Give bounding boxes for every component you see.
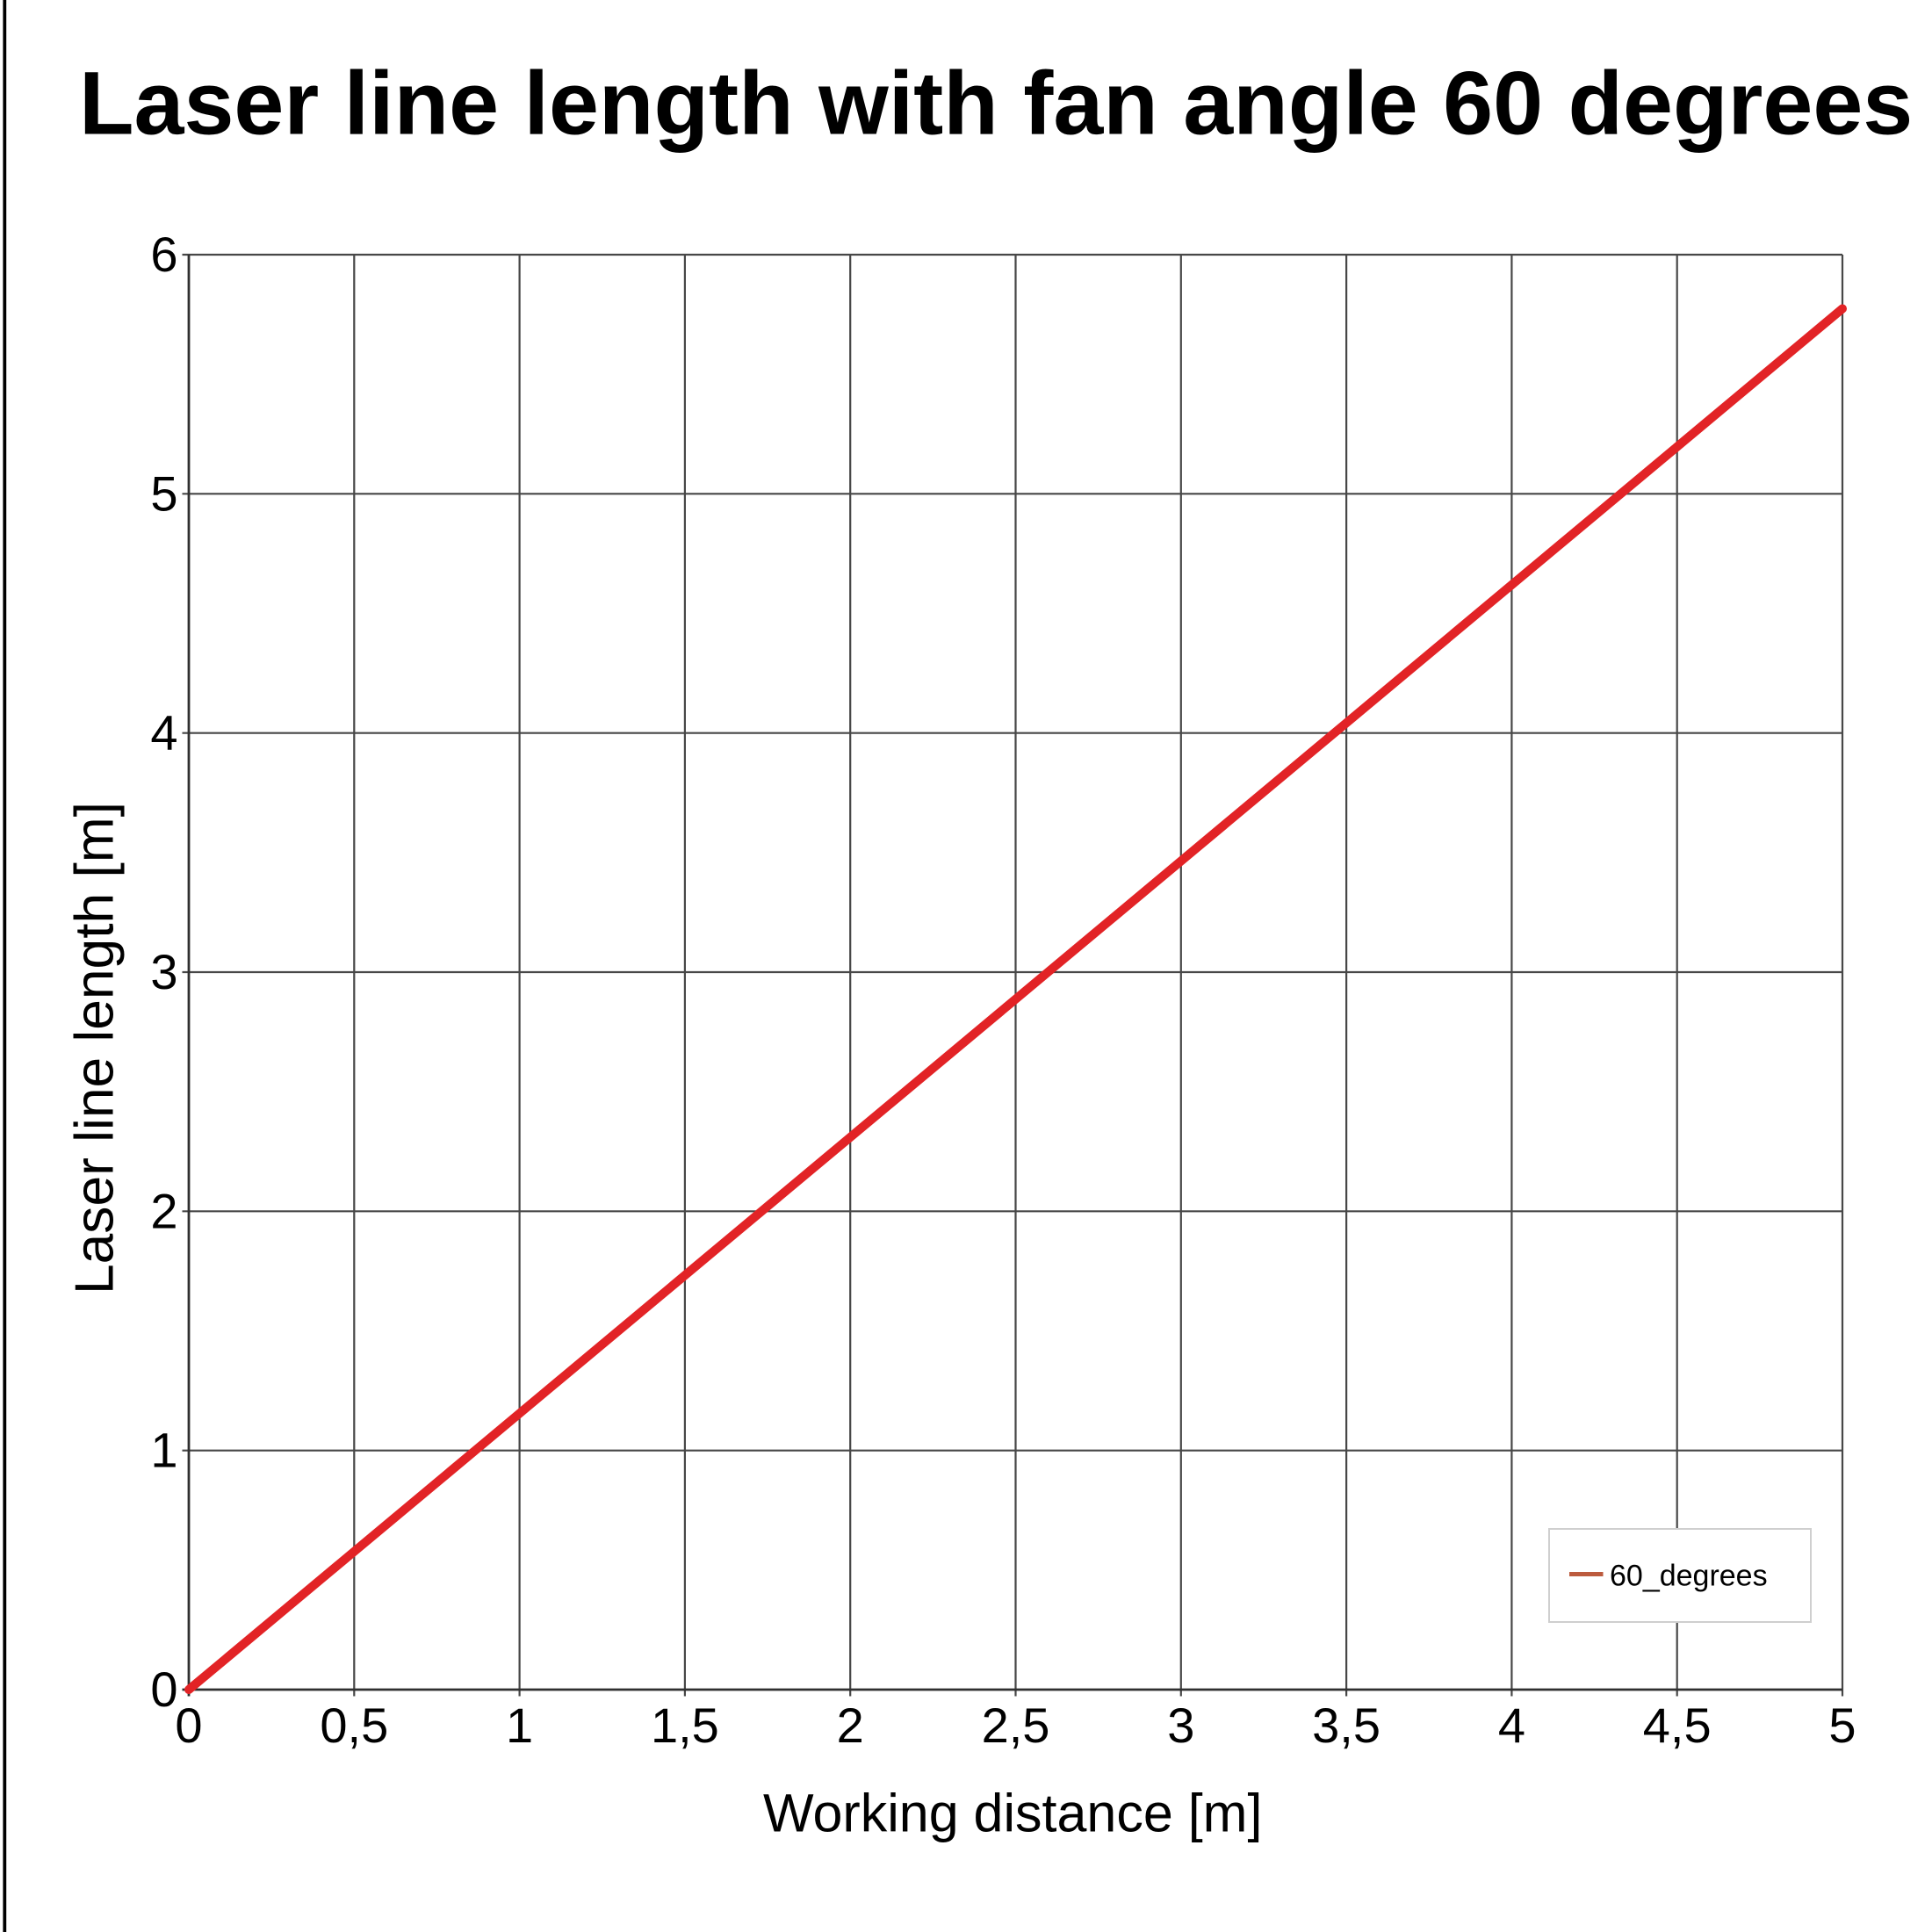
svg-text:2: 2: [837, 1698, 864, 1753]
svg-text:4: 4: [1498, 1698, 1525, 1753]
svg-text:5: 5: [150, 465, 177, 521]
svg-text:0,5: 0,5: [320, 1698, 388, 1753]
svg-text:1,5: 1,5: [651, 1698, 719, 1753]
svg-text:0: 0: [175, 1698, 202, 1753]
svg-text:0: 0: [150, 1662, 177, 1717]
svg-text:1: 1: [150, 1423, 177, 1478]
svg-text:1: 1: [506, 1698, 533, 1753]
svg-text:4: 4: [150, 705, 177, 761]
svg-text:3: 3: [1167, 1698, 1194, 1753]
svg-text:60_degrees: 60_degrees: [1610, 1559, 1768, 1592]
svg-text:Laser line length [m]: Laser line length [m]: [65, 802, 126, 1294]
svg-text:2: 2: [150, 1183, 177, 1238]
svg-text:3: 3: [150, 944, 177, 999]
svg-text:6: 6: [150, 227, 177, 282]
svg-text:2,5: 2,5: [982, 1698, 1050, 1753]
svg-text:Working distance [m]: Working distance [m]: [763, 1784, 1262, 1843]
svg-text:4,5: 4,5: [1643, 1698, 1712, 1753]
svg-text:5: 5: [1828, 1698, 1856, 1753]
svg-text:3,5: 3,5: [1312, 1698, 1381, 1753]
svg-text:Laser line length with fan ang: Laser line length with fan angle 60 degr…: [79, 52, 1913, 153]
